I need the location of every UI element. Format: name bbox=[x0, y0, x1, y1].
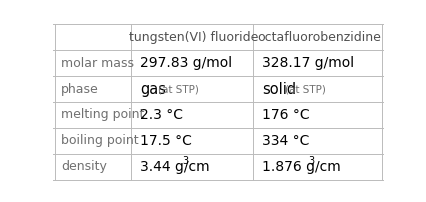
Text: 3.44 g/cm: 3.44 g/cm bbox=[140, 160, 210, 174]
Text: 328.17 g/mol: 328.17 g/mol bbox=[262, 56, 354, 70]
Text: 1.876 g/cm: 1.876 g/cm bbox=[262, 160, 341, 174]
Text: 17.5 °C: 17.5 °C bbox=[140, 134, 192, 148]
Text: (at STP): (at STP) bbox=[158, 84, 199, 94]
Text: gas: gas bbox=[140, 82, 166, 97]
Text: phase: phase bbox=[61, 83, 98, 96]
Text: 2.3 °C: 2.3 °C bbox=[140, 108, 183, 122]
Text: 334 °C: 334 °C bbox=[262, 134, 310, 148]
Text: (at STP): (at STP) bbox=[285, 84, 325, 94]
Text: octafluorobenzidine: octafluorobenzidine bbox=[257, 31, 381, 44]
Text: molar mass: molar mass bbox=[61, 57, 134, 70]
Text: 3: 3 bbox=[182, 156, 188, 166]
Text: tungsten(VI) fluoride: tungsten(VI) fluoride bbox=[129, 31, 258, 44]
Text: density: density bbox=[61, 160, 107, 173]
Text: solid: solid bbox=[262, 82, 296, 97]
Text: 297.83 g/mol: 297.83 g/mol bbox=[140, 56, 232, 70]
Text: melting point: melting point bbox=[61, 108, 144, 121]
Text: boiling point: boiling point bbox=[61, 134, 138, 147]
Text: 3: 3 bbox=[309, 156, 315, 166]
Text: 176 °C: 176 °C bbox=[262, 108, 310, 122]
